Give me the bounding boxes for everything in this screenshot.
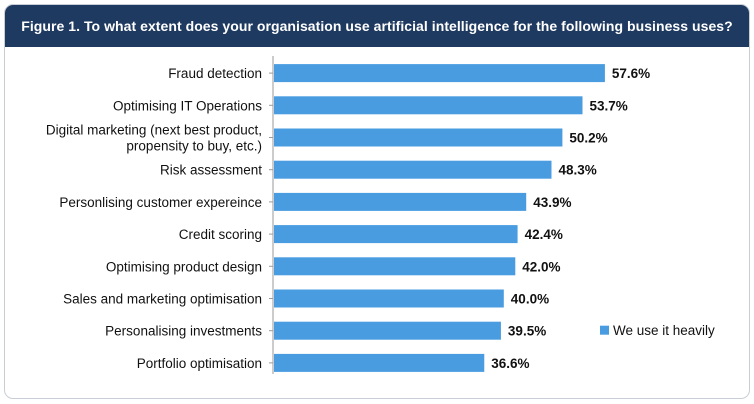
bar — [274, 225, 518, 244]
bar — [274, 128, 563, 147]
category-label: Credit scoring — [179, 227, 262, 242]
data-label: 39.5% — [508, 324, 546, 339]
category-label: Risk assessment — [160, 163, 262, 178]
legend-label: We use it heavily — [613, 323, 715, 338]
data-label: 43.9% — [533, 195, 571, 210]
bar — [274, 96, 583, 115]
legend-swatch — [600, 325, 609, 335]
data-label: 50.2% — [569, 131, 607, 146]
bar — [274, 321, 501, 340]
category-label: Personalising investments — [105, 324, 262, 339]
bar — [274, 353, 485, 372]
bar — [274, 192, 527, 211]
bar — [274, 160, 552, 179]
category-label: Optimising IT Operations — [113, 98, 262, 113]
category-label: Optimising product design — [106, 259, 262, 274]
category-label: Personlising customer expereince — [59, 195, 262, 210]
category-label: Portfolio optimisation — [137, 356, 262, 371]
data-label: 40.0% — [511, 292, 549, 307]
data-label: 42.0% — [522, 259, 560, 274]
data-label: 57.6% — [612, 66, 650, 81]
bar — [274, 257, 516, 276]
category-label: propensity to buy, etc.) — [126, 139, 262, 154]
chart-title: Figure 1. To what extent does your organ… — [5, 5, 749, 47]
data-label: 48.3% — [558, 163, 596, 178]
category-label: Digital marketing (next best product, — [46, 123, 262, 138]
data-label: 42.4% — [525, 227, 563, 242]
category-label: Fraud detection — [168, 66, 262, 81]
category-label: Sales and marketing optimisation — [63, 292, 262, 307]
data-label: 53.7% — [590, 98, 628, 113]
bar — [274, 289, 504, 308]
data-label: 36.6% — [491, 356, 529, 371]
bar — [274, 64, 605, 83]
